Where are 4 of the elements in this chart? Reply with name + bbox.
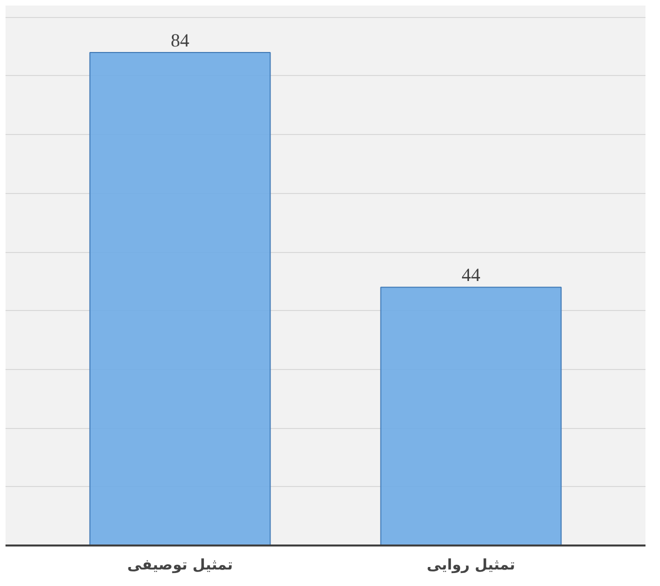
data-label: 84: [170, 30, 190, 52]
data-label: 44: [462, 265, 481, 286]
x-tick-label: تمثیل روایی: [426, 556, 516, 574]
x-tick-label: تمثیل توصیفی: [127, 556, 233, 574]
